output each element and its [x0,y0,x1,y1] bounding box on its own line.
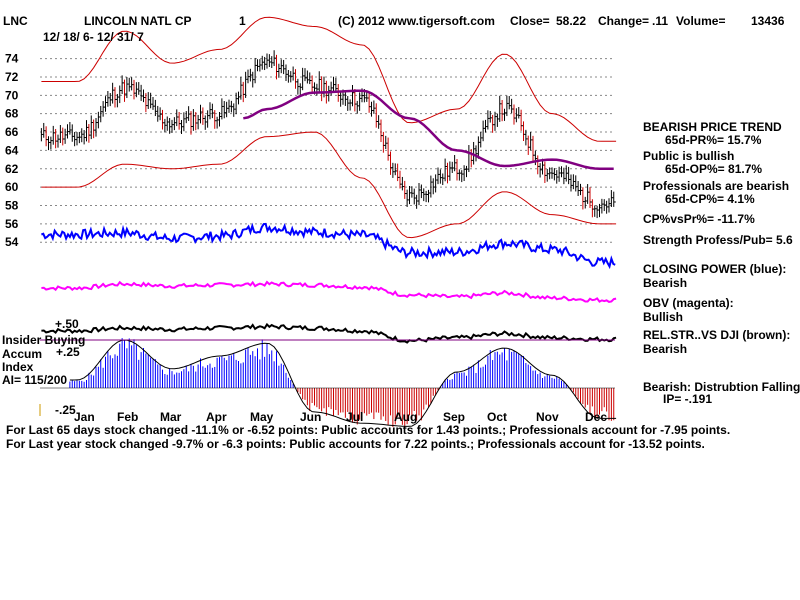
bearish-distribution: Bearish: Distrubtion Falling. [643,380,800,394]
indicator-lines-layer [41,89,617,344]
trend-title: BEARISH PRICE TREND [643,120,782,134]
cp-value: 65d-CP%= 4.1% [665,192,755,206]
op-value: 65d-OP%= 81.7% [665,162,763,176]
price-tick-66: 66 [5,125,19,139]
month-label-mar: Mar [160,410,182,424]
price-tick-54: 54 [5,235,19,249]
month-label-jul: Jul [346,410,364,424]
copyright: (C) 2012 www.tigersoft.com [338,14,495,28]
pr-value: 65d-PR%= 15.7% [665,133,762,147]
relstr-status: Bearish [643,342,688,356]
volume-value: 13436 [751,14,785,28]
index-label: Index [2,360,34,374]
company-name: LINCOLN NATL CP [84,14,192,28]
month-label-sep: Sep [443,410,466,424]
volume-label: Volume= [676,14,726,28]
month-label-oct: Oct [487,410,508,424]
accum-label: Accum [2,347,43,361]
chart-number: 1 [239,14,246,28]
ai-label: AI= 115/200 [2,373,68,387]
cpvspr-value: CP%vsPr%= -11.7% [643,212,755,226]
closing-power-status: Bearish [643,276,688,290]
relstr-label: REL.STR..VS DJI (brown): [643,328,791,342]
price-tick-70: 70 [5,88,19,102]
price-tick-64: 64 [5,143,19,157]
month-label-aug: Aug [394,410,418,424]
bands-layer [41,16,617,239]
price-tick-62: 62 [5,162,19,176]
month-label-nov: Nov [536,410,559,424]
price-tick-68: 68 [5,107,19,121]
price-tick-60: 60 [5,180,19,194]
accum-index-line [69,339,617,427]
change-label: Change= [598,14,650,28]
obv-status: Bullish [643,310,684,324]
month-label-feb: Feb [117,410,139,424]
plus25-label: +.25 [56,345,80,359]
strength-value: Strength Profess/Pub= 5.6 [643,233,793,247]
symbol: LNC [3,14,28,28]
footer-line-year: For Last year stock changed -9.7% or -6.… [6,437,705,451]
month-label-dec: Dec [585,410,608,424]
accum-index-layer [69,338,617,429]
obv-label: OBV (magenta): [643,296,734,310]
upper-band-line [41,16,617,142]
minus25-label: -.25 [55,403,76,417]
closing-power-label: CLOSING POWER (blue): [643,262,787,276]
obv-line [41,280,617,303]
close-label: Close= [510,14,550,28]
month-label-jan: Jan [74,410,95,424]
footer-line-65d: For Last 65 days stock changed -11.1% or… [6,423,731,437]
date-range: 12/ 18/ 6- 12/ 31/ 7 [43,30,144,44]
month-label-may: May [250,410,274,424]
close-value: 58.22 [556,14,587,28]
price-tick-72: 72 [5,70,19,84]
price-tick-56: 56 [5,217,19,231]
price-tick-74: 74 [5,52,19,66]
month-label-jun: Jun [300,410,322,424]
price-bars-layer [40,50,616,219]
lower-band-line [41,131,617,239]
insider-buying-label: Insider Buying [2,333,86,347]
price-gridlines [40,58,615,243]
rel-str-line [41,322,617,344]
ip-value: IP= -.191 [663,392,713,406]
moving-average-line [243,89,614,171]
closing-power-line [41,222,616,270]
professionals-status: Professionals are bearish [643,179,790,193]
price-axis-labels: 54 56 58 60 62 64 66 68 70 72 74 [5,52,19,250]
month-label-apr: Apr [206,410,227,424]
price-tick-58: 58 [5,199,19,213]
change-value: .11 [652,14,669,28]
plus50-label: +.50 [55,317,79,331]
public-status: Public is bullish [643,149,735,163]
